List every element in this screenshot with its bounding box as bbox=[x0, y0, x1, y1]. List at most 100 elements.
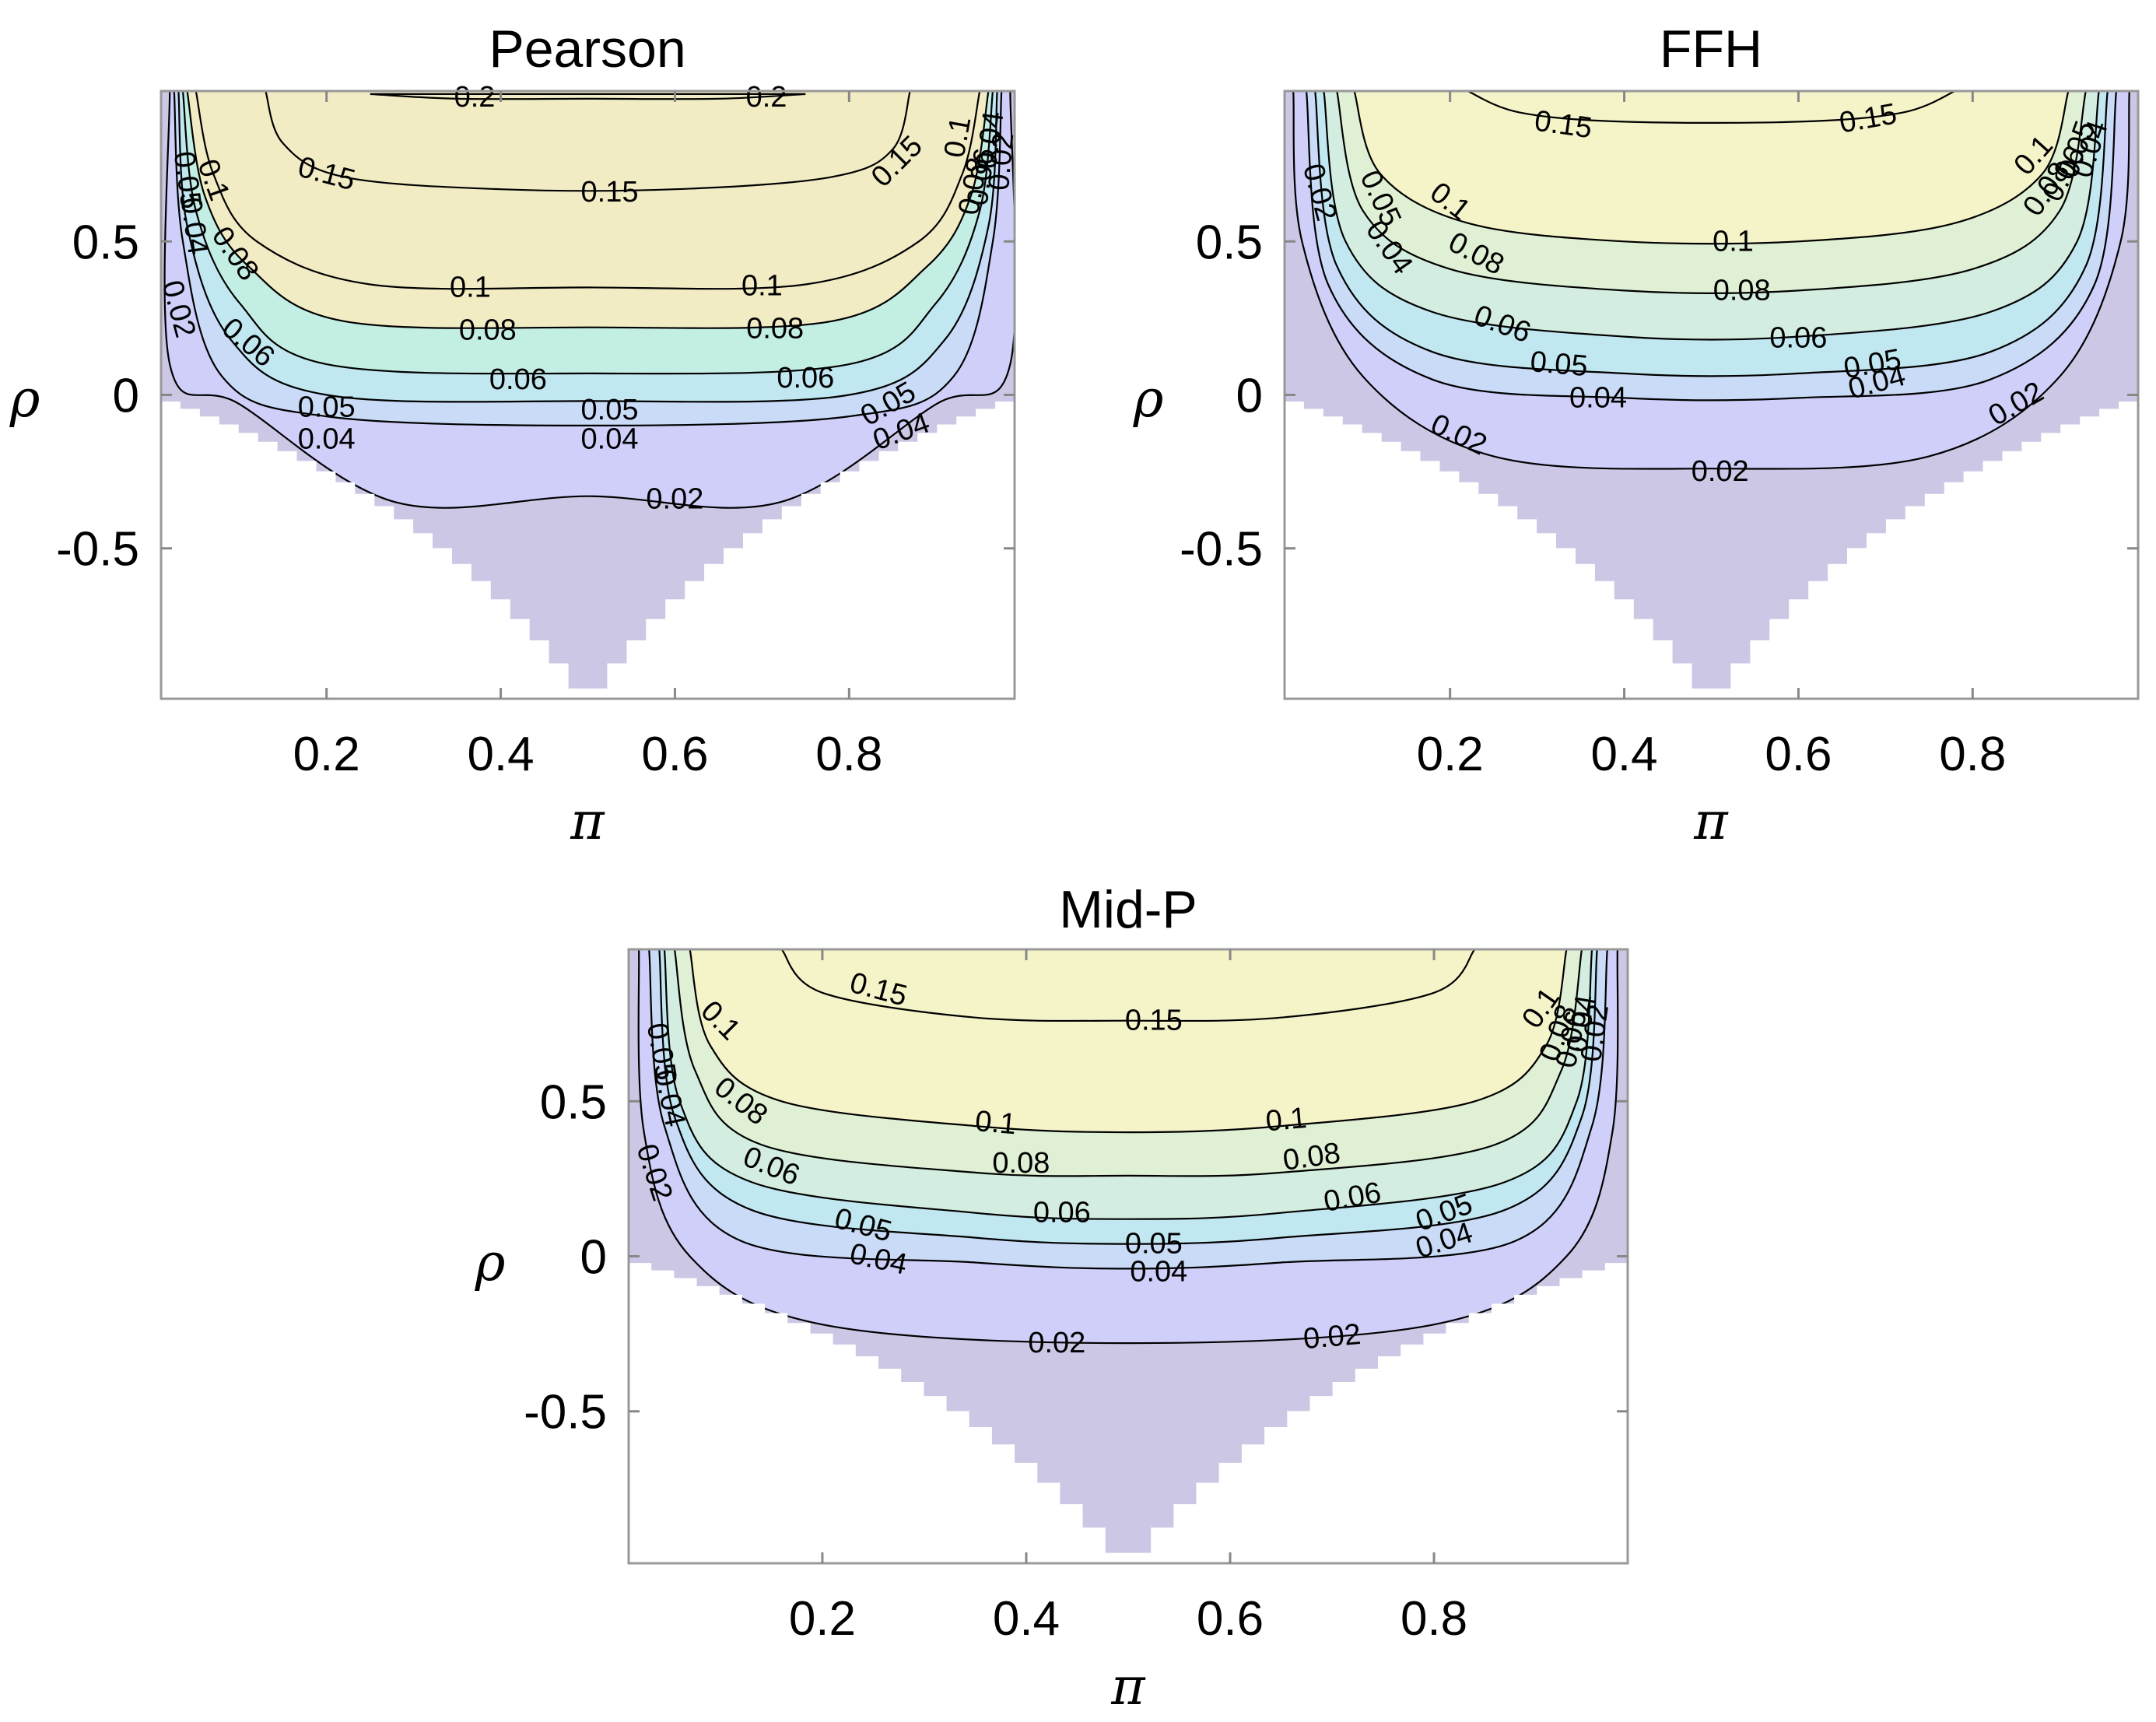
ffh-contour-line-0.08 bbox=[1336, 91, 2087, 294]
midp-contour-label: 0.02 bbox=[1302, 1318, 1362, 1356]
midp-ytick-label: -0.5 bbox=[524, 1386, 607, 1440]
pearson-contour-label: 0.04 bbox=[970, 110, 1011, 171]
ffh-contour-label: 0.1 bbox=[1713, 225, 1754, 258]
midp-contour-line-0.1 bbox=[689, 949, 1568, 1134]
pearson-contour-label: 0.05 bbox=[581, 394, 639, 426]
midp-ytick-label: 0.5 bbox=[540, 1075, 607, 1129]
ffh-band-0.1 bbox=[1285, 91, 2138, 244]
ffh-xtick-label: 0.4 bbox=[1590, 728, 1657, 781]
pearson-xtick-label: 0.4 bbox=[467, 728, 534, 781]
pearson-ylabel: ρ bbox=[9, 369, 40, 429]
midp-contour-line-0.02 bbox=[637, 949, 1619, 1345]
pearson-contour-line-0.2 bbox=[370, 93, 806, 100]
pearson-contour-label: 0.1 bbox=[938, 114, 978, 160]
ffh-ytick-label: 0.5 bbox=[1196, 216, 1263, 269]
pearson-xtick-label: 0.2 bbox=[293, 728, 360, 781]
pearson-contour-line-0.02 bbox=[163, 91, 1015, 509]
pearson-contour-label: 0.06 bbox=[777, 362, 834, 395]
midp-ytick-label: 0 bbox=[580, 1231, 607, 1285]
midp-contour-label: 0.08 bbox=[992, 1147, 1050, 1180]
pearson-contour-line-0.04 bbox=[173, 91, 1003, 427]
midp-contour-line-0.15 bbox=[780, 949, 1476, 1022]
ffh-ytick-label: 0 bbox=[1236, 370, 1263, 423]
midp-contour-label: 0.1 bbox=[974, 1105, 1018, 1141]
ffh-contour-label: 0.08 bbox=[1713, 274, 1771, 307]
pearson-ytick-label: -0.5 bbox=[56, 523, 139, 577]
pearson-contour-line-0.15 bbox=[265, 91, 911, 192]
midp-xtick-label: 0.8 bbox=[1401, 1592, 1467, 1646]
ffh-ticks: 0.2 0.4 0.6 0.8 -0.5 0 0.5 bbox=[1180, 91, 2138, 781]
pearson-contour-lines bbox=[163, 91, 1015, 509]
pearson-band-0.15 bbox=[161, 91, 1015, 191]
pearson-contour-label: 0.2 bbox=[454, 81, 496, 114]
midp-contour-label: 0.04 bbox=[1130, 1255, 1187, 1288]
ffh-contour-line-0.05 bbox=[1314, 91, 2109, 377]
midp-contour-label: 0.15 bbox=[1125, 1005, 1183, 1037]
ffh-contour-label: 0.04 bbox=[1569, 381, 1627, 414]
ffh-contour-line-0.04 bbox=[1305, 91, 2118, 402]
midp-contour-label: 0.06 bbox=[1033, 1197, 1091, 1229]
midp-xtick-label: 0.6 bbox=[1197, 1592, 1264, 1646]
midp-contour-line-0.08 bbox=[673, 949, 1583, 1177]
pearson-xtick-label: 0.6 bbox=[641, 728, 708, 781]
pearson-contour-label: 0.2 bbox=[746, 81, 787, 114]
ffh-title: FFH bbox=[1660, 19, 1762, 79]
pearson-ticks: 0.2 0.4 0.6 0.8 -0.5 0 0.5 bbox=[56, 91, 1015, 781]
midp-xtick-label: 0.2 bbox=[789, 1592, 856, 1646]
ffh-contour-label: 0.05 bbox=[1529, 345, 1589, 383]
ffh-contour-label: 0.06 bbox=[1769, 322, 1827, 355]
pearson-contour-label: 0.05 bbox=[167, 149, 208, 211]
midp-contour-label: 0.05 bbox=[1125, 1228, 1183, 1261]
ffh-ytick-label: -0.5 bbox=[1180, 523, 1263, 577]
chart-ffh: 0.15 0.150.10.10.10.080.080.080.06 0.060.0… bbox=[1133, 19, 2140, 851]
pearson-contour-label: 0.06 bbox=[962, 146, 1002, 208]
chart-pearson: 0.2 0.20.15 0.15 0.150.10.1 0.10.10.080.08 0.… bbox=[9, 19, 1021, 851]
pearson-contour-label: 0.04 bbox=[298, 423, 356, 456]
ffh-contour-line-0.15 bbox=[1467, 91, 1956, 124]
midp-ticks: 0.2 0.4 0.6 0.8 -0.5 0 0.5 bbox=[524, 949, 1628, 1646]
pearson-contour-line-0.06 bbox=[181, 91, 994, 375]
pearson-contour-label: 0.05 bbox=[298, 391, 356, 423]
pearson-ytick-label: 0 bbox=[113, 370, 139, 423]
pearson-contour-fills bbox=[161, 91, 1015, 689]
midp-title: Mid-P bbox=[1059, 880, 1197, 939]
pearson-contour-line-0.08 bbox=[186, 91, 990, 329]
midp-contour-lines bbox=[637, 949, 1619, 1345]
midp-xlabel: π bbox=[1110, 1657, 1146, 1717]
midp-band-0.15 bbox=[629, 949, 1628, 1021]
pearson-ytick-label: 0.5 bbox=[72, 216, 139, 269]
midp-contour-line-0.06 bbox=[663, 949, 1593, 1220]
ffh-contour-lines bbox=[1292, 91, 2130, 470]
midp-contour-label: 0.02 bbox=[1028, 1327, 1085, 1359]
pearson-contour-label: 0.08 bbox=[746, 313, 804, 345]
pearson-contour-line-0.05 bbox=[177, 91, 998, 403]
ffh-contour-label: 0.15 bbox=[1533, 104, 1594, 145]
midp-contour-label: 0.08 bbox=[1281, 1137, 1342, 1177]
chart-mid-p: 0.150.150.10.1 0.10.10.080.08 0.080.080.06… bbox=[475, 880, 1629, 1717]
pearson-xtick-label: 0.8 bbox=[815, 728, 882, 781]
ffh-contour-label: 0.02 bbox=[1691, 455, 1749, 488]
pearson-contour-label: 0.08 bbox=[459, 314, 517, 347]
midp-contour-label: 0.02 bbox=[1575, 1002, 1615, 1064]
ffh-contour-line-0.1 bbox=[1353, 91, 2070, 245]
pearson-contour-label: 0.1 bbox=[450, 271, 491, 303]
midp-xtick-label: 0.4 bbox=[993, 1592, 1060, 1646]
pearson-band-0.2 bbox=[370, 93, 806, 100]
ffh-xlabel: π bbox=[1693, 791, 1729, 851]
pearson-xlabel: π bbox=[570, 791, 605, 851]
ffh-xtick-label: 0.8 bbox=[1939, 728, 2006, 781]
ffh-band-0.15 bbox=[1285, 91, 2138, 123]
pearson-contour-line-0.1 bbox=[195, 91, 981, 290]
pearson-contour-label: 0.15 bbox=[581, 176, 639, 209]
ffh-contour-line-0.06 bbox=[1323, 91, 2100, 341]
pearson-contour-label: 0.06 bbox=[489, 363, 547, 396]
midp-contour-line-0.04 bbox=[648, 949, 1608, 1270]
ffh-ylabel: ρ bbox=[1133, 369, 1164, 429]
pearson-contour-label: 0.1 bbox=[741, 270, 783, 303]
pearson-contour-label: 0.04 bbox=[581, 423, 639, 456]
midp-contour-line-0.05 bbox=[658, 949, 1598, 1245]
pearson-title: Pearson bbox=[489, 19, 685, 79]
pearson-contour-label: 0.02 bbox=[646, 483, 703, 516]
midp-ylabel: ρ bbox=[475, 1233, 506, 1292]
